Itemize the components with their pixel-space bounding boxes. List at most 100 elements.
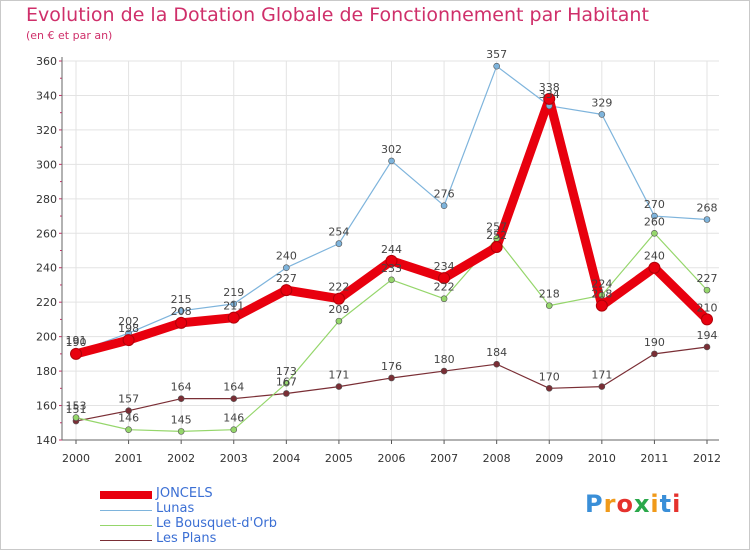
y-tick-label: 340 <box>36 89 57 102</box>
data-point <box>335 240 343 247</box>
data-point <box>703 216 711 223</box>
y-tick-label: 160 <box>36 400 57 413</box>
data-label: 210 <box>697 301 718 314</box>
data-label: 164 <box>171 381 192 394</box>
data-label: 338 <box>539 81 560 94</box>
y-tick-label: 300 <box>36 158 57 171</box>
data-point <box>703 343 711 351</box>
legend-swatch-lunas <box>100 510 152 511</box>
data-point <box>230 300 238 308</box>
legend-label-joncels: JONCELS <box>156 486 213 501</box>
data-label: 211 <box>223 300 244 313</box>
x-tick-label: 2002 <box>167 452 195 465</box>
data-label: 227 <box>697 272 718 285</box>
data-label: 254 <box>328 226 349 239</box>
data-label: 224 <box>591 277 612 290</box>
data-point <box>440 295 448 303</box>
data-point <box>177 428 185 435</box>
data-label: 357 <box>486 48 507 61</box>
logo-letter: i <box>672 490 682 518</box>
data-label: 173 <box>276 365 297 378</box>
logo-letter: t <box>659 490 673 518</box>
data-point <box>70 347 82 360</box>
data-label: 146 <box>118 412 139 425</box>
data-label: 244 <box>381 243 402 256</box>
data-point <box>493 62 500 70</box>
data-label: 190 <box>644 336 665 349</box>
data-point <box>595 299 608 312</box>
data-label: 257 <box>486 220 507 233</box>
data-point <box>175 316 188 329</box>
data-label: 190 <box>66 336 87 349</box>
data-label: 233 <box>381 262 402 275</box>
data-label: 222 <box>434 281 455 294</box>
data-label: 202 <box>118 315 139 328</box>
data-label: 218 <box>539 288 560 301</box>
data-point <box>598 383 606 390</box>
legend-swatch-les-plans <box>100 540 152 541</box>
y-tick-label: 200 <box>36 331 57 344</box>
data-point <box>122 334 135 347</box>
chart-title: Evolution de la Dotation Globale de Fonc… <box>26 4 649 26</box>
data-label: 334 <box>539 88 560 101</box>
data-point <box>703 286 711 294</box>
x-tick-labels: 2000 2001 2002 2003 2004 2005 2006 2007 2008 2009… <box>62 452 721 465</box>
data-label: 184 <box>486 346 507 359</box>
legend-label-les-plans: Les Plans <box>156 531 217 546</box>
data-point <box>385 254 398 267</box>
legend-label-lunas: Lunas <box>156 501 195 516</box>
data-point <box>230 395 238 402</box>
data-point <box>440 202 448 210</box>
data-label: 176 <box>381 360 402 373</box>
data-point <box>651 350 658 358</box>
legend-swatch-le-bousquet <box>100 525 152 526</box>
data-label: 167 <box>276 375 297 388</box>
logo-letter: o <box>616 490 634 518</box>
data-label: 260 <box>644 215 665 228</box>
data-label: 215 <box>171 293 192 306</box>
axes <box>59 57 719 444</box>
data-label: 146 <box>223 412 244 425</box>
x-tick-label: 2001 <box>115 452 143 465</box>
data-label: 276 <box>434 188 455 201</box>
data-label: 252 <box>486 229 507 242</box>
data-label: 191 <box>66 334 87 347</box>
data-point <box>177 395 185 402</box>
data-point <box>701 313 713 326</box>
data-point <box>545 302 553 309</box>
data-point <box>227 311 240 324</box>
data-point <box>388 157 395 165</box>
logo-letter: i <box>650 490 660 518</box>
data-point <box>125 426 132 433</box>
x-tick-label: 2005 <box>325 452 353 465</box>
data-point <box>438 272 451 285</box>
x-tick-label: 2007 <box>430 452 458 465</box>
data-label: 270 <box>644 198 665 211</box>
chart-subtitle: (en € et par an) <box>26 29 113 42</box>
x-tick-label: 2000 <box>62 452 90 465</box>
y-tick-label: 280 <box>36 193 57 206</box>
data-label: 153 <box>66 400 87 413</box>
data-point <box>545 385 553 392</box>
data-label: 219 <box>223 286 244 299</box>
legend-swatch-joncels <box>100 491 152 499</box>
logo-letter: r <box>603 490 617 518</box>
data-label: 234 <box>434 260 455 273</box>
x-tick-label: 2011 <box>640 452 668 465</box>
data-point <box>335 383 343 390</box>
y-tick-label: 180 <box>36 365 57 378</box>
data-point <box>440 367 448 375</box>
data-label: 198 <box>118 322 139 335</box>
x-tick-label: 2012 <box>693 452 721 465</box>
series-points <box>70 62 713 435</box>
data-point <box>335 317 343 325</box>
x-tick-label: 2003 <box>220 452 248 465</box>
legend-label-le-bousquet: Le Bousquet-d'Orb <box>156 516 277 531</box>
data-label: 218 <box>591 288 612 301</box>
data-point <box>651 212 658 220</box>
data-point <box>388 374 395 382</box>
data-label: 157 <box>118 393 139 406</box>
data-label: 227 <box>276 272 297 285</box>
logo-letter: P <box>585 490 604 518</box>
